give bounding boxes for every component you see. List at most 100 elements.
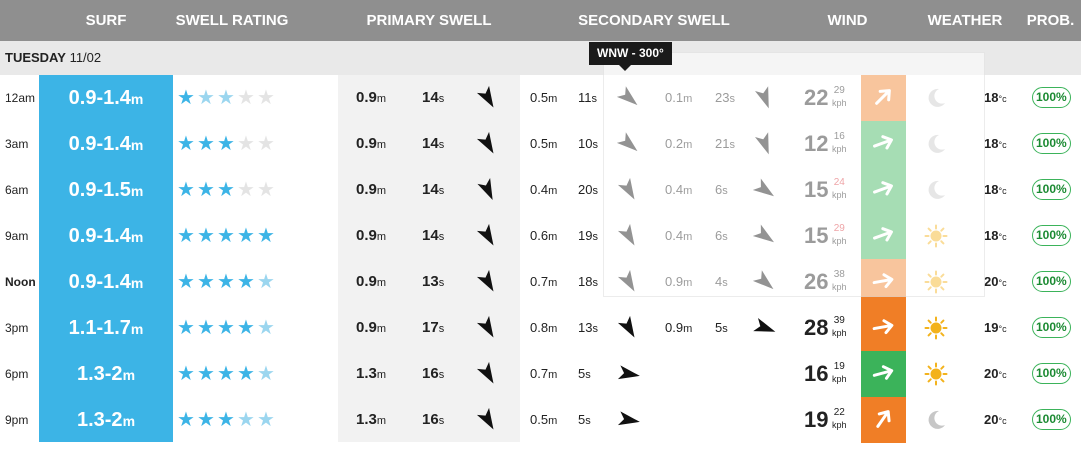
tertiary-swell-direction-icon[interactable] xyxy=(753,316,777,340)
primary-swell-period: 14s xyxy=(422,181,445,198)
primary-swell-direction-icon[interactable] xyxy=(476,269,500,294)
primary-swell-direction-icon[interactable] xyxy=(476,223,500,248)
primary-swell-direction-icon[interactable] xyxy=(476,315,500,340)
star-icon: ★ xyxy=(257,133,275,155)
wind-speed: 19 xyxy=(804,407,829,432)
star-icon: ★ xyxy=(217,133,235,155)
surf-height: 0.9-1.4m xyxy=(68,225,144,247)
row-time: 6pm xyxy=(5,367,29,381)
primary-swell-height: 0.9m xyxy=(356,135,387,152)
temperature: 18°c xyxy=(984,228,1007,243)
wind-gust: 39 kph xyxy=(832,315,847,338)
secondary-swell-height: 0.8m xyxy=(530,320,558,335)
primary-swell-height: 1.3m xyxy=(356,365,387,382)
header-prob: PROB. xyxy=(1026,12,1075,29)
surf-height: 0.9-1.4m xyxy=(68,87,144,109)
probability-badge: 100% xyxy=(1032,133,1071,154)
probability-badge: 100% xyxy=(1032,317,1071,338)
day-date: 11/02 xyxy=(69,50,102,65)
star-icon: ★ xyxy=(257,317,275,339)
primary-swell-period: 14s xyxy=(422,89,445,106)
day-label: TUESDAY 11/02 xyxy=(5,41,101,75)
probability-badge: 100% xyxy=(1032,179,1071,200)
surf-height: 0.9-1.4m xyxy=(68,133,144,155)
snipping-tool-ghost-overlay xyxy=(603,52,985,297)
probability-badge: 100% xyxy=(1032,409,1071,430)
tertiary-swell-height: 0.9m xyxy=(665,320,693,335)
star-icon: ★ xyxy=(217,225,235,247)
star-icon: ★ xyxy=(197,409,215,431)
star-icon: ★ xyxy=(217,271,235,293)
table-header: SURF SWELL RATING PRIMARY SWELL SECONDAR… xyxy=(0,0,1081,41)
surf-height: 0.9-1.4m xyxy=(68,271,144,293)
primary-swell-direction-icon[interactable] xyxy=(476,85,500,110)
secondary-swell-direction-icon[interactable] xyxy=(617,362,641,386)
primary-swell-direction-icon[interactable] xyxy=(476,131,500,156)
star-icon: ★ xyxy=(237,363,255,385)
row-time: 3am xyxy=(5,137,29,151)
table-row[interactable]: 3pm 1.1-1.7m ★ ★ ★ ★ ★ 0.9m 17s 0.8m 13s 0.9m 5s 28 39… xyxy=(0,305,1081,351)
primary-swell-period: 14s xyxy=(422,227,445,244)
header-weather: WEATHER xyxy=(927,12,1003,29)
star-icon: ★ xyxy=(197,317,215,339)
star-icon: ★ xyxy=(217,317,235,339)
probability-badge: 100% xyxy=(1032,87,1071,108)
star-icon: ★ xyxy=(177,409,195,431)
primary-swell-direction-icon[interactable] xyxy=(476,361,500,386)
star-icon: ★ xyxy=(177,225,195,247)
wind-direction-box[interactable] xyxy=(861,397,906,443)
secondary-swell-period: 10s xyxy=(578,136,598,151)
primary-swell-direction-icon[interactable] xyxy=(476,177,500,202)
secondary-swell-period: 19s xyxy=(578,228,598,243)
row-time: 9pm xyxy=(5,413,29,427)
star-icon: ★ xyxy=(197,133,215,155)
star-icon: ★ xyxy=(237,317,255,339)
star-icon: ★ xyxy=(177,133,195,155)
secondary-swell-period: 11s xyxy=(578,90,597,105)
probability-badge: 100% xyxy=(1032,363,1071,384)
temperature: 20°c xyxy=(984,366,1007,381)
primary-swell-period: 16s xyxy=(422,365,445,382)
wind-speed: 16 xyxy=(804,361,829,386)
star-icon: ★ xyxy=(217,409,235,431)
star-icon: ★ xyxy=(237,271,255,293)
swell-rating-stars: ★ ★ ★ ★ ★ xyxy=(176,259,276,305)
swell-rating-stars: ★ ★ ★ ★ ★ xyxy=(176,305,276,351)
header-primary-swell: PRIMARY SWELL xyxy=(366,12,492,29)
star-icon: ★ xyxy=(217,179,235,201)
wind-gust: 22 kph xyxy=(832,407,847,430)
secondary-swell-period: 5s xyxy=(578,412,591,427)
wind-direction-box[interactable] xyxy=(861,351,906,397)
star-icon: ★ xyxy=(177,271,195,293)
primary-swell-direction-icon[interactable] xyxy=(476,407,500,432)
star-icon: ★ xyxy=(257,225,275,247)
table-row[interactable]: 9pm 1.3-2m ★ ★ ★ ★ ★ 1.3m 16s 0.5m 5s 19 22 kph 20°c 10… xyxy=(0,397,1081,443)
secondary-swell-direction-icon[interactable] xyxy=(617,315,641,340)
wind-direction-box[interactable] xyxy=(861,305,906,351)
table-row[interactable]: 6pm 1.3-2m ★ ★ ★ ★ ★ 1.3m 16s 0.7m 5s 16 19 kph 20°c 10… xyxy=(0,351,1081,397)
surf-height: 1.3-2m xyxy=(76,363,136,385)
surf-height: 1.1-1.7m xyxy=(68,317,144,339)
swell-rating-stars: ★ ★ ★ ★ ★ xyxy=(176,213,276,259)
star-icon: ★ xyxy=(237,179,255,201)
star-icon: ★ xyxy=(197,271,215,293)
secondary-swell-direction-icon[interactable] xyxy=(617,408,641,432)
star-icon: ★ xyxy=(257,271,275,293)
header-surf: SURF xyxy=(85,12,127,29)
secondary-swell-height: 0.7m xyxy=(530,366,558,381)
temperature: 19°c xyxy=(984,320,1007,335)
primary-swell-height: 0.9m xyxy=(356,181,387,198)
swell-rating-stars: ★ ★ ★ ★ ★ xyxy=(176,397,276,443)
star-icon: ★ xyxy=(237,133,255,155)
header-swell-rating: SWELL RATING xyxy=(175,12,289,29)
header-wind: WIND xyxy=(827,12,868,29)
temperature: 20°c xyxy=(984,412,1007,427)
row-time: 12am xyxy=(5,91,36,105)
row-time: 9am xyxy=(5,229,29,243)
star-icon: ★ xyxy=(217,87,235,109)
header-secondary-swell: SECONDARY SWELL xyxy=(578,12,730,29)
star-icon: ★ xyxy=(257,363,275,385)
star-icon: ★ xyxy=(177,317,195,339)
swell-rating-stars: ★ ★ ★ ★ ★ xyxy=(176,351,276,397)
